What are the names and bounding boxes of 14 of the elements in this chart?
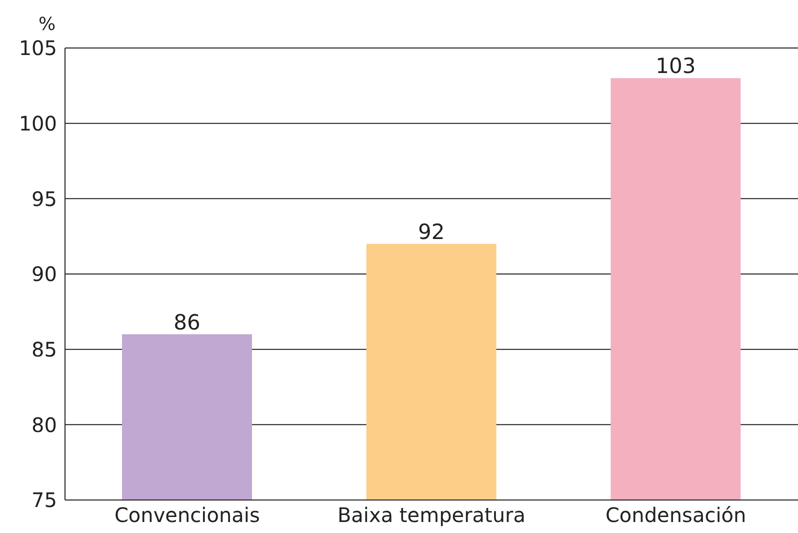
data-label: 92 <box>418 220 445 244</box>
x-tick-label: Condensación <box>605 503 746 528</box>
y-tick-label: 75 <box>32 488 57 512</box>
y-tick-label: 85 <box>32 337 57 362</box>
y-tick-label: 105 <box>18 36 57 60</box>
y-tick-label: 90 <box>32 262 57 286</box>
x-tick-label: Baixa temperatura <box>337 503 526 528</box>
y-axis-title: % <box>38 14 56 35</box>
data-label: 103 <box>656 54 696 78</box>
y-tick-label: 95 <box>32 186 57 211</box>
y-tick-label: 80 <box>32 412 57 437</box>
y-tick-label: 100 <box>18 111 57 136</box>
x-tick-label: Convencionais <box>114 503 260 528</box>
data-label: 86 <box>174 310 200 334</box>
